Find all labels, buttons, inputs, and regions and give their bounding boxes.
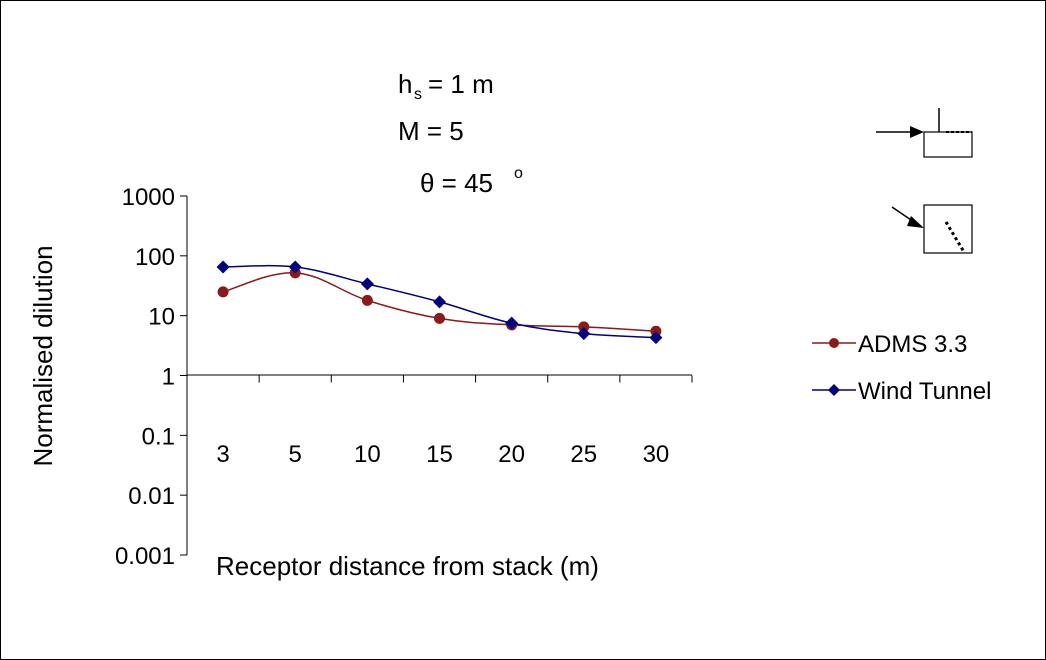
title-hs: h [398,69,412,99]
x-tick-label: 20 [498,441,525,468]
x-tick-label: 10 [354,441,381,468]
chart-title: h s = 1 m M = 5 θ = 45 o [398,69,523,198]
data-point-wind-tunnel [649,331,663,345]
legend-label-adms: ADMS 3.3 [858,331,967,358]
side-view-stack-icon [876,108,973,158]
y-tick-label: 1000 [122,184,175,211]
title-theta: θ = 45 [420,168,493,198]
y-tick-label: 1 [162,364,175,391]
plan-view-stack-icon [891,204,973,254]
x-axis-label: Receptor distance from stack (m) [216,551,599,581]
x-ticks: 3 5 10 15 20 25 30 [186,375,693,468]
data-point-wind-tunnel [216,260,230,274]
title-hs-subscript: s [414,86,422,103]
y-tick-label: 10 [148,304,175,331]
data-point-adms-3-3 [434,312,445,324]
data-point-wind-tunnel [360,277,374,291]
x-tick-label: 30 [643,441,670,468]
y-tick-label: 100 [135,244,175,271]
data-point-wind-tunnel [577,327,591,341]
data-point-adms-3-3 [361,294,373,306]
title-hs-value: = 1 m [428,69,494,99]
y-axis-label: Normalised dilution [28,245,58,466]
title-theta-degree: o [514,165,523,182]
y-tick-label: 0.1 [142,423,175,450]
legend-marker-wind-tunnel [828,384,840,396]
y-tick-label: 0.001 [115,543,175,570]
data-point-adms-3-3 [217,286,229,298]
legend-label-wind-tunnel: Wind Tunnel [858,378,991,405]
legend: ADMS 3.3 Wind Tunnel [812,331,991,405]
series-layer [216,260,663,345]
y-tick-label: 0.01 [128,483,175,510]
x-tick-label: 15 [426,441,453,468]
data-point-adms-3-3 [578,321,590,333]
data-point-wind-tunnel [433,295,446,309]
legend-entry-adms: ADMS 3.3 [812,331,967,358]
data-point-wind-tunnel [288,260,302,274]
x-tick-label: 5 [289,441,302,468]
legend-marker-adms [829,338,839,348]
x-tick-label: 25 [570,441,597,468]
title-m: M = 5 [398,116,464,146]
legend-entry-wind-tunnel: Wind Tunnel [812,378,991,405]
data-point-wind-tunnel [505,316,519,330]
y-ticks: 1000 100 10 1 0.1 0.01 0.001 [115,184,187,570]
x-tick-label: 3 [216,441,229,468]
